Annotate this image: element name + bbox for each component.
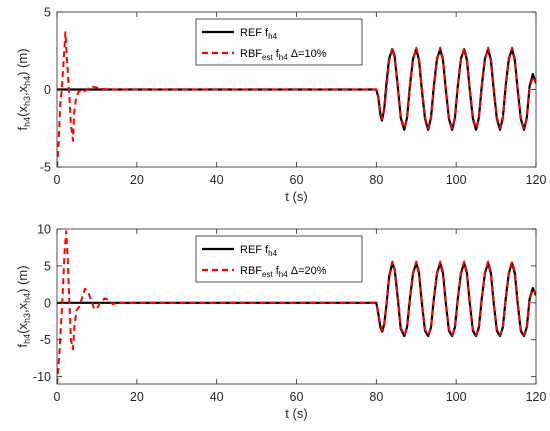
x-tick-label: 40 <box>210 390 224 404</box>
x-tick-label: 120 <box>526 173 547 187</box>
y-tick-label: -5 <box>40 161 51 175</box>
x-tick-label: 80 <box>369 173 383 187</box>
y-axis-label: fh4(xh3,xh4) (m) <box>15 48 32 130</box>
legend-box <box>195 18 363 66</box>
legend-label-rbf: RBFest fh4 Δ=10% <box>240 48 327 62</box>
series-group <box>57 31 536 167</box>
x-tick-label: 20 <box>130 173 144 187</box>
x-tick-label: 80 <box>369 390 383 404</box>
y-tick-label: 10 <box>37 223 51 237</box>
legend: REF fh4 RBFest fh4 Δ=10% <box>195 18 363 66</box>
legend-label-ref: REF fh4 <box>240 27 278 41</box>
y-tick-label: -10 <box>33 370 51 384</box>
x-tick-label: 20 <box>130 390 144 404</box>
x-axis-label: t (s) <box>285 189 307 204</box>
x-tick-label: 100 <box>446 390 467 404</box>
legend-label-ref: REF fh4 <box>240 244 278 258</box>
series-line-rbf <box>57 31 536 167</box>
y-tick-label: 0 <box>44 83 51 97</box>
x-tick-label: 60 <box>290 390 304 404</box>
legend: REF fh4 RBFest fh4 Δ=20% <box>195 235 363 283</box>
chart-bottom: 0 20 40 60 80 100 120 -10 -5 0 5 10 t (s) fh4(xh3,xh4… <box>15 223 546 422</box>
x-tick-label: 0 <box>54 390 61 404</box>
x-tick-label: 40 <box>210 173 224 187</box>
y-tick-label: -5 <box>40 333 51 347</box>
y-axis-label: fh4(xh3,xh4) (m) <box>15 265 32 347</box>
legend-box <box>195 235 363 283</box>
series-group <box>57 230 536 384</box>
legend-label-rbf: RBFest fh4 Δ=20% <box>240 265 327 279</box>
y-tick-label: 5 <box>44 259 51 273</box>
x-tick-label: 100 <box>446 173 467 187</box>
x-tick-label: 60 <box>290 173 304 187</box>
y-tick-label: 5 <box>44 6 51 20</box>
y-tick-label: 0 <box>44 296 51 310</box>
x-tick-label: 0 <box>54 173 61 187</box>
x-tick-label: 120 <box>526 390 547 404</box>
series-line-rbf <box>57 230 536 384</box>
x-axis-label: t (s) <box>285 406 307 421</box>
